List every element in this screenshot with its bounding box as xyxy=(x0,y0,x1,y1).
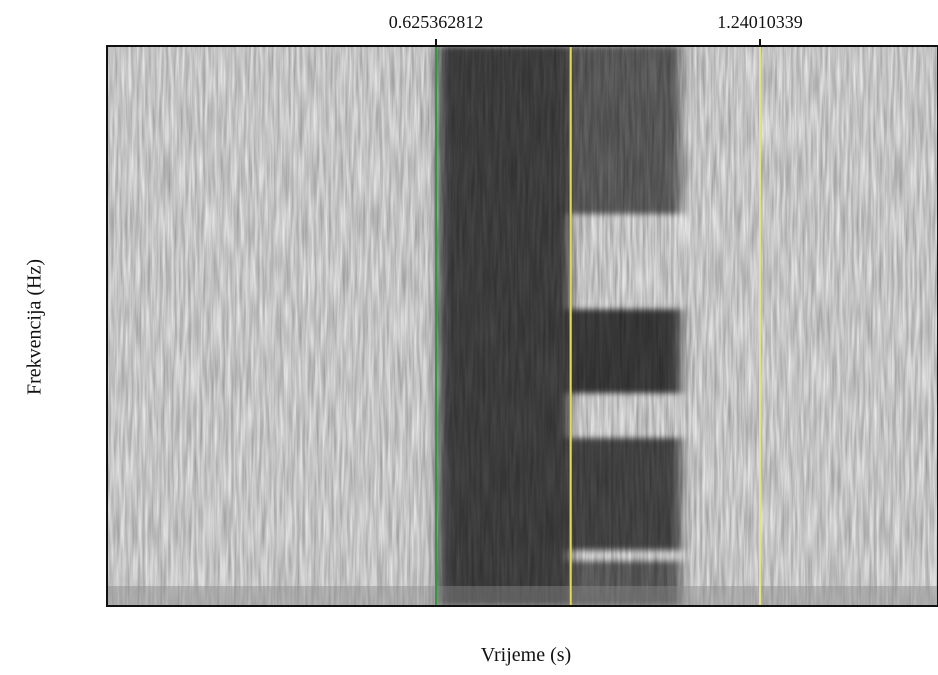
cursor-lines xyxy=(435,46,761,606)
y-axis-label: Frekvencija (Hz) xyxy=(23,258,46,396)
x-axis-label: Vrijeme (s) xyxy=(480,644,572,666)
top-tick-label-0: 0.625362812 xyxy=(388,12,484,32)
top-ticks xyxy=(435,39,761,46)
noise-texture xyxy=(107,46,938,606)
plot-frame xyxy=(106,45,938,607)
bottom-energy-band xyxy=(107,586,938,606)
top-tick-label-1: 1.24010339 xyxy=(717,12,803,32)
